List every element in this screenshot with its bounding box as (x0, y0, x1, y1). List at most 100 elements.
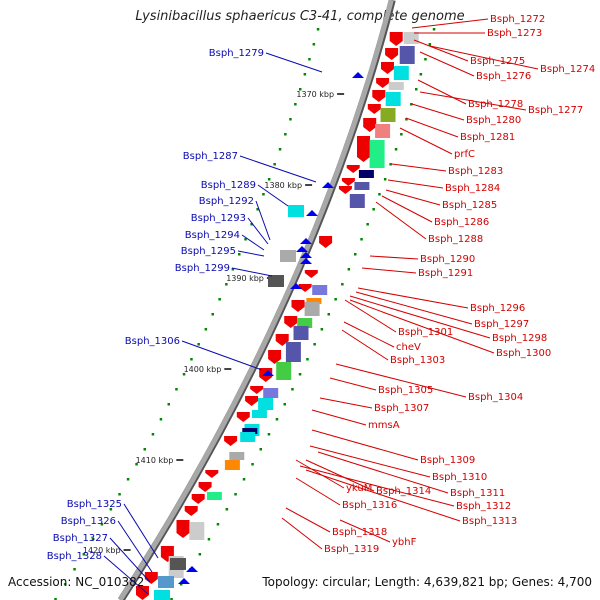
forward-gene-label: Bsph_1278 (468, 99, 523, 110)
forward-gene-label: Bsph_1296 (470, 303, 525, 314)
forward-gene-label: Bsph_1311 (450, 488, 505, 499)
forward-gene-label: Bsph_1297 (474, 319, 529, 330)
forward-leader-line (309, 445, 431, 478)
forward-gene-arrow (284, 316, 298, 328)
scale-dot-inner (91, 538, 95, 541)
forward-gene-block (369, 140, 385, 168)
reverse-leader-line (239, 155, 317, 183)
forward-gene-label: Bsph_1275 (470, 56, 525, 67)
forward-gene-label: Bsph_1319 (324, 544, 379, 555)
forward-gene-arrow (144, 572, 158, 584)
forward-gene-block (375, 124, 391, 138)
forward-gene-arrow (268, 350, 282, 364)
reverse-gene-label: Bsph_1325 (67, 499, 122, 510)
reverse-gene-arrow (296, 246, 308, 252)
scale-dot-inner (244, 238, 247, 241)
forward-gene-arrow (198, 482, 212, 492)
scale-dot-outer (415, 88, 418, 91)
forward-gene-label: Bsph_1318 (332, 527, 387, 538)
scale-dot-inner (316, 28, 320, 31)
scale-dot-outer (320, 328, 324, 331)
reverse-gene-label: Bsph_1292 (199, 196, 254, 207)
forward-gene-label: Bsph_1281 (460, 132, 515, 143)
scale-dot-outer (306, 358, 309, 361)
reverse-leader-line (255, 200, 271, 241)
forward-leader-line (411, 18, 489, 29)
reverse-leader-line (181, 340, 263, 371)
scale-dot-inner (143, 448, 146, 451)
scale-dot-inner (231, 268, 235, 271)
reverse-leader-line (265, 52, 323, 73)
scale-dot-outer (366, 223, 369, 226)
forward-gene-label: Bsph_1303 (390, 355, 445, 366)
forward-leader-line (329, 377, 377, 391)
reverse-gene-label: Bsph_1295 (181, 246, 236, 257)
scale-dot-inner (151, 433, 155, 436)
forward-leader-line (349, 295, 491, 339)
scale-dot-outer (378, 193, 381, 196)
forward-gene-label: Bsph_1309 (420, 455, 475, 466)
forward-gene-arrow (275, 334, 289, 346)
forward-gene-label: Bsph_1272 (490, 14, 545, 25)
scale-dot-inner (126, 478, 130, 481)
reverse-gene-label: Bsph_1299 (175, 263, 230, 274)
forward-gene-arrow (338, 186, 352, 194)
reverse-gene-arrow (300, 238, 312, 244)
forward-leader-line (305, 459, 375, 492)
scale-dot-outer (419, 73, 423, 76)
scale-dot-inner (159, 418, 163, 421)
reverse-leader-line (241, 234, 265, 251)
forward-leader-line (391, 163, 447, 172)
forward-gene-label: mmsA (368, 420, 400, 431)
scale-dot-outer (383, 178, 387, 181)
scale-dot-inner (211, 313, 214, 316)
scale-dot-inner (190, 358, 193, 361)
scale-label: 1390 kbp (226, 274, 264, 283)
forward-gene-arrow (367, 104, 381, 114)
reverse-gene-label: Bsph_1327 (53, 533, 108, 544)
scale-dot-inner (175, 388, 178, 391)
scale-dot-outer (298, 373, 302, 376)
forward-leader-line (319, 397, 373, 409)
forward-leader-line (281, 517, 323, 550)
forward-gene-block (380, 108, 396, 122)
forward-gene-label: Bsph_1298 (492, 333, 547, 344)
forward-gene-arrow (376, 78, 390, 88)
forward-leader-line (339, 519, 391, 543)
forward-leader-line (317, 451, 449, 494)
forward-gene-label: Bsph_1277 (528, 105, 583, 116)
scale-dot-outer (334, 298, 337, 301)
forward-leader-line (357, 287, 469, 309)
scale-dot-outer (242, 478, 246, 481)
forward-gene-block (293, 326, 309, 340)
forward-gene-arrow (385, 48, 399, 60)
forward-gene-block (285, 342, 301, 362)
scale-dot-outer (267, 433, 271, 436)
forward-gene-label: ykuM (346, 483, 372, 494)
forward-gene-label: Bsph_1276 (476, 71, 531, 82)
scale-label: 1370 kbp (296, 90, 334, 99)
forward-gene-label: Bsph_1286 (434, 217, 489, 228)
forward-gene-block (240, 432, 256, 442)
forward-gene-block (358, 170, 374, 178)
scale-dot-outer (198, 553, 202, 556)
forward-gene-block (388, 82, 404, 90)
scale-dot-inner (118, 493, 121, 496)
forward-gene-label: Bsph_1316 (342, 500, 397, 511)
forward-gene-block (403, 32, 419, 44)
scale-dot-outer (179, 583, 183, 586)
scale-dot-outer (400, 133, 403, 136)
forward-gene-arrow (236, 412, 250, 422)
forward-gene-arrow (176, 520, 190, 538)
scale-dot-outer (234, 493, 237, 496)
forward-gene-block (393, 66, 409, 80)
forward-leader-line (419, 51, 475, 77)
reverse-gene-arrow (306, 210, 318, 216)
forward-gene-label: cheV (396, 342, 421, 353)
forward-gene-block (385, 92, 401, 106)
reverse-leader-line (257, 184, 289, 207)
forward-gene-label: Bsph_1314 (376, 486, 431, 497)
scale-dot-outer (225, 508, 229, 511)
forward-gene-arrow (191, 494, 205, 504)
